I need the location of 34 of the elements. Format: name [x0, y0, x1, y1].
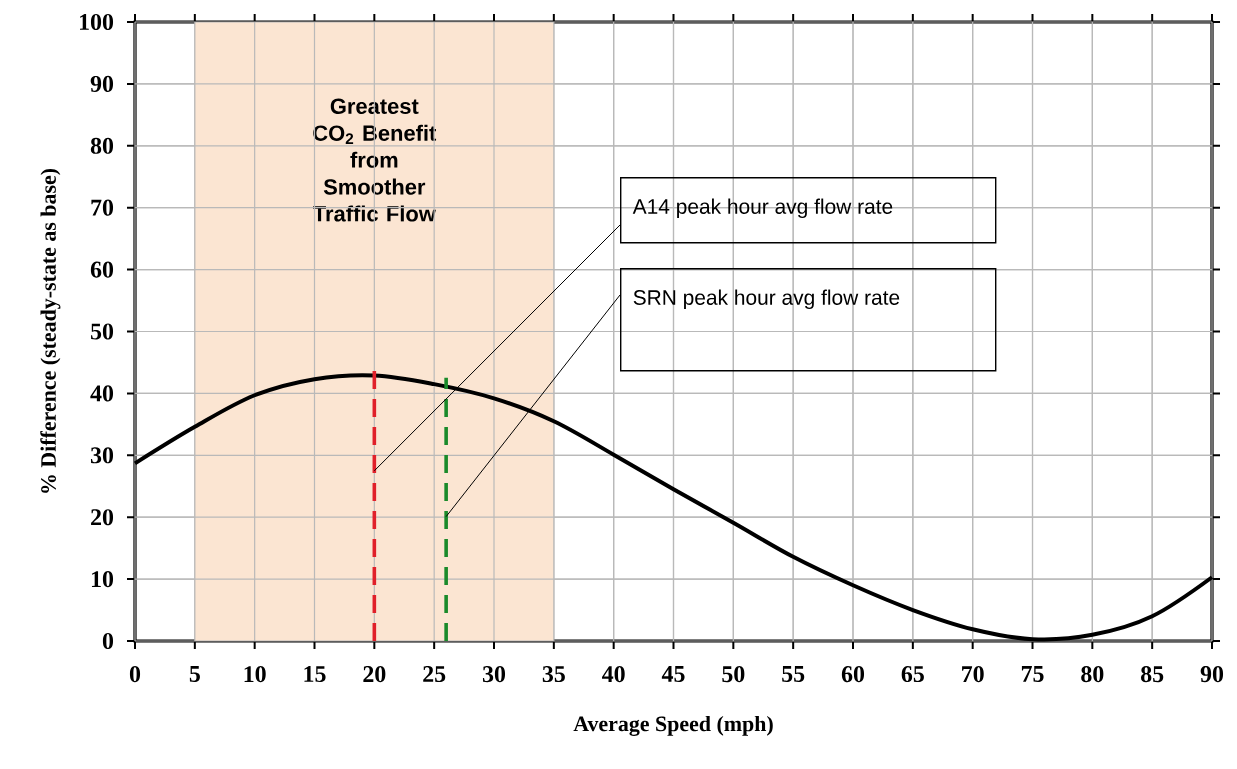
x-tick-label: 65: [901, 666, 924, 683]
x-tick-label: 45: [661, 666, 685, 682]
x-tick-label: 10: [244, 666, 266, 683]
y-tick-label: 20: [91, 509, 114, 526]
x-tick-label: 70: [962, 666, 984, 683]
x-tick-label: 55: [782, 666, 805, 682]
y-tick-label: 50: [91, 323, 114, 340]
x-tick-label: 80: [1081, 666, 1104, 683]
y-tick-label: 90: [90, 75, 114, 92]
y-tick-label: 30: [90, 447, 114, 464]
x-tick-label: 15: [304, 666, 326, 683]
x-tick-label: 25: [423, 666, 446, 683]
y-tick-label: 60: [90, 261, 114, 278]
y-tick-label: 100: [80, 13, 114, 31]
x-tick-label: 40: [602, 666, 625, 683]
x-tick-label: 35: [542, 666, 565, 683]
annotation: SRN peak hour avg flow rate: [633, 289, 900, 310]
y-tick-label: 0: [102, 632, 114, 650]
x-axis-title: Average Speed (mph): [573, 715, 773, 736]
y-tick-label: 70: [91, 199, 114, 216]
x-tick-label: 90: [1200, 666, 1224, 683]
y-tick-label: 80: [90, 137, 114, 154]
y-axis-title: % Difference (steady-state as base): [40, 168, 61, 493]
x-tick-label: 60: [841, 666, 865, 683]
x-tick-label: 30: [482, 666, 506, 683]
x-tick-label: 0: [129, 666, 141, 683]
y-tick-label: 10: [91, 571, 114, 588]
x-tick-label: 20: [363, 666, 386, 683]
x-tick-label: 75: [1021, 666, 1044, 682]
annotation: A14 peak hour avg flow rate: [632, 198, 893, 219]
x-tick-label: 50: [722, 666, 745, 683]
x-tick-label: 85: [1141, 666, 1164, 683]
y-tick-label: 40: [90, 385, 114, 402]
x-tick-label: 5: [189, 666, 200, 682]
